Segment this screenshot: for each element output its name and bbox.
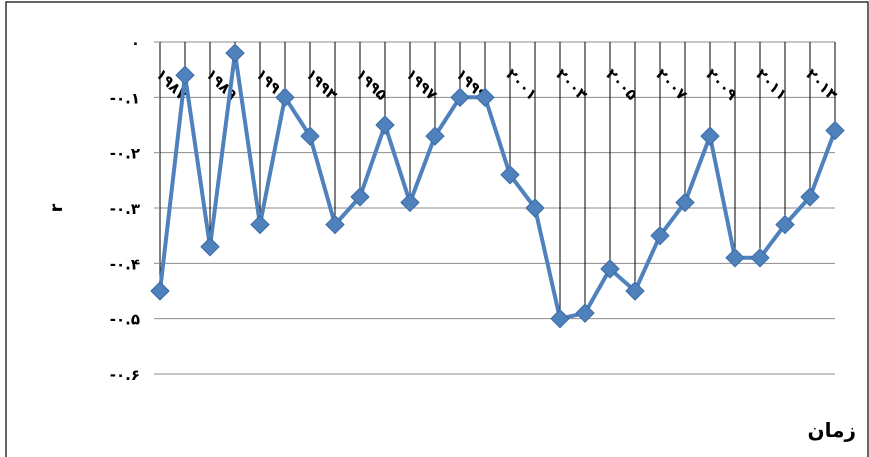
y-tick-label: ۰ xyxy=(131,34,140,52)
data-point-marker xyxy=(425,126,445,146)
y-axis-label: r xyxy=(47,203,67,212)
y-tick-label: -۰.۵ xyxy=(110,311,140,329)
data-point-marker xyxy=(200,237,220,257)
data-point-marker xyxy=(325,214,345,235)
y-tick-label: -۰.۴ xyxy=(110,255,140,273)
data-point-marker xyxy=(400,192,420,213)
series-line xyxy=(158,51,837,321)
markers-group xyxy=(150,43,845,329)
chart-border xyxy=(5,1,869,457)
data-point-marker xyxy=(800,187,820,207)
data-point-marker xyxy=(250,214,270,235)
data-point-marker xyxy=(825,120,845,141)
x-tick-label: ۱۹۸۹ xyxy=(202,65,241,104)
data-point-marker xyxy=(175,65,195,85)
y-tick-label: -۰.۲ xyxy=(110,145,140,163)
data-point-marker xyxy=(550,308,570,329)
data-point-marker xyxy=(525,198,545,218)
data-point-marker xyxy=(775,214,795,235)
data-point-marker xyxy=(225,43,245,63)
data-point-marker xyxy=(475,87,495,108)
y-axis-ticks: ۰ -۰.۱ -۰.۲ -۰.۳ -۰.۴ -۰.۵ -۰.۶ xyxy=(110,34,160,384)
data-point-marker xyxy=(150,281,170,301)
data-point-marker xyxy=(750,248,770,268)
data-point-marker xyxy=(450,87,470,108)
data-point-marker xyxy=(600,259,620,279)
data-point-marker xyxy=(275,87,295,108)
data-point-marker xyxy=(375,115,395,135)
data-point-marker xyxy=(350,187,370,207)
y-tick-label: -۰.۳ xyxy=(110,200,140,218)
data-point-marker xyxy=(700,126,720,146)
y-tick-label: -۰.۱ xyxy=(110,89,140,107)
data-point-marker xyxy=(650,225,670,246)
data-point-marker xyxy=(500,165,520,185)
data-point-marker xyxy=(575,303,595,323)
data-point-marker xyxy=(725,248,745,268)
y-tick-label: -۰.۶ xyxy=(110,366,140,384)
data-point-marker xyxy=(625,281,645,301)
data-point-marker xyxy=(675,192,695,213)
series-line-group xyxy=(158,51,837,321)
x-axis-label: زمان xyxy=(808,418,856,442)
x-axis-ticks: ۱۹۸۷ ۱۹۸۹ ۱۹۹۱ ۱۹۹۳ ۱۹۹۵ ۱۹۹۷ ۱۹۹۹ ۲۰۰۱ ۲۰۰۳ ۲۰۰۵… xyxy=(152,65,841,104)
vertical-drop-lines xyxy=(159,42,836,319)
data-point-marker xyxy=(300,126,320,146)
